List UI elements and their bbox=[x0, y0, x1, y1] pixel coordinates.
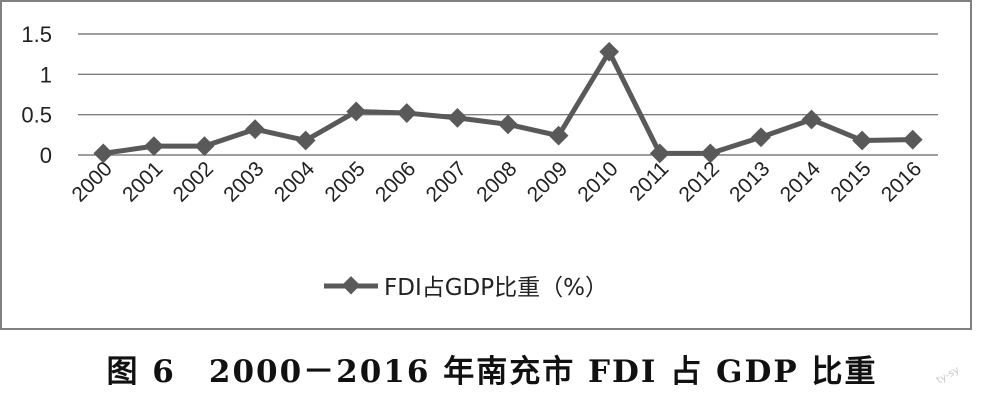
data-point bbox=[396, 103, 417, 123]
chart-border bbox=[0, 0, 972, 330]
data-point bbox=[346, 101, 367, 122]
y-axis-ticks: 0 0.5 1 1.5 bbox=[21, 22, 52, 168]
data-point bbox=[295, 130, 316, 151]
chart: 00.511.5 2000 2001 2002 2003 2004 2005 2006 200… bbox=[0, 0, 972, 330]
y-tick-label: 1.5 bbox=[21, 22, 52, 47]
data-point bbox=[93, 143, 114, 164]
legend-label: FDI占GDP比重（%） bbox=[384, 275, 608, 301]
legend-marker-icon bbox=[341, 276, 361, 295]
y-tick-label: 0.5 bbox=[21, 103, 52, 128]
y-tick-label: 0 bbox=[40, 143, 52, 168]
legend: FDI占GDP比重（%） bbox=[324, 275, 608, 301]
data-point bbox=[143, 136, 164, 157]
data-point bbox=[194, 136, 215, 157]
data-point bbox=[447, 107, 468, 128]
data-series bbox=[93, 41, 923, 164]
y-tick-label: 1 bbox=[40, 62, 52, 87]
figure-caption: 图 6 2000－2016 年南充市 FDI 占 GDP 比重 bbox=[106, 354, 878, 390]
